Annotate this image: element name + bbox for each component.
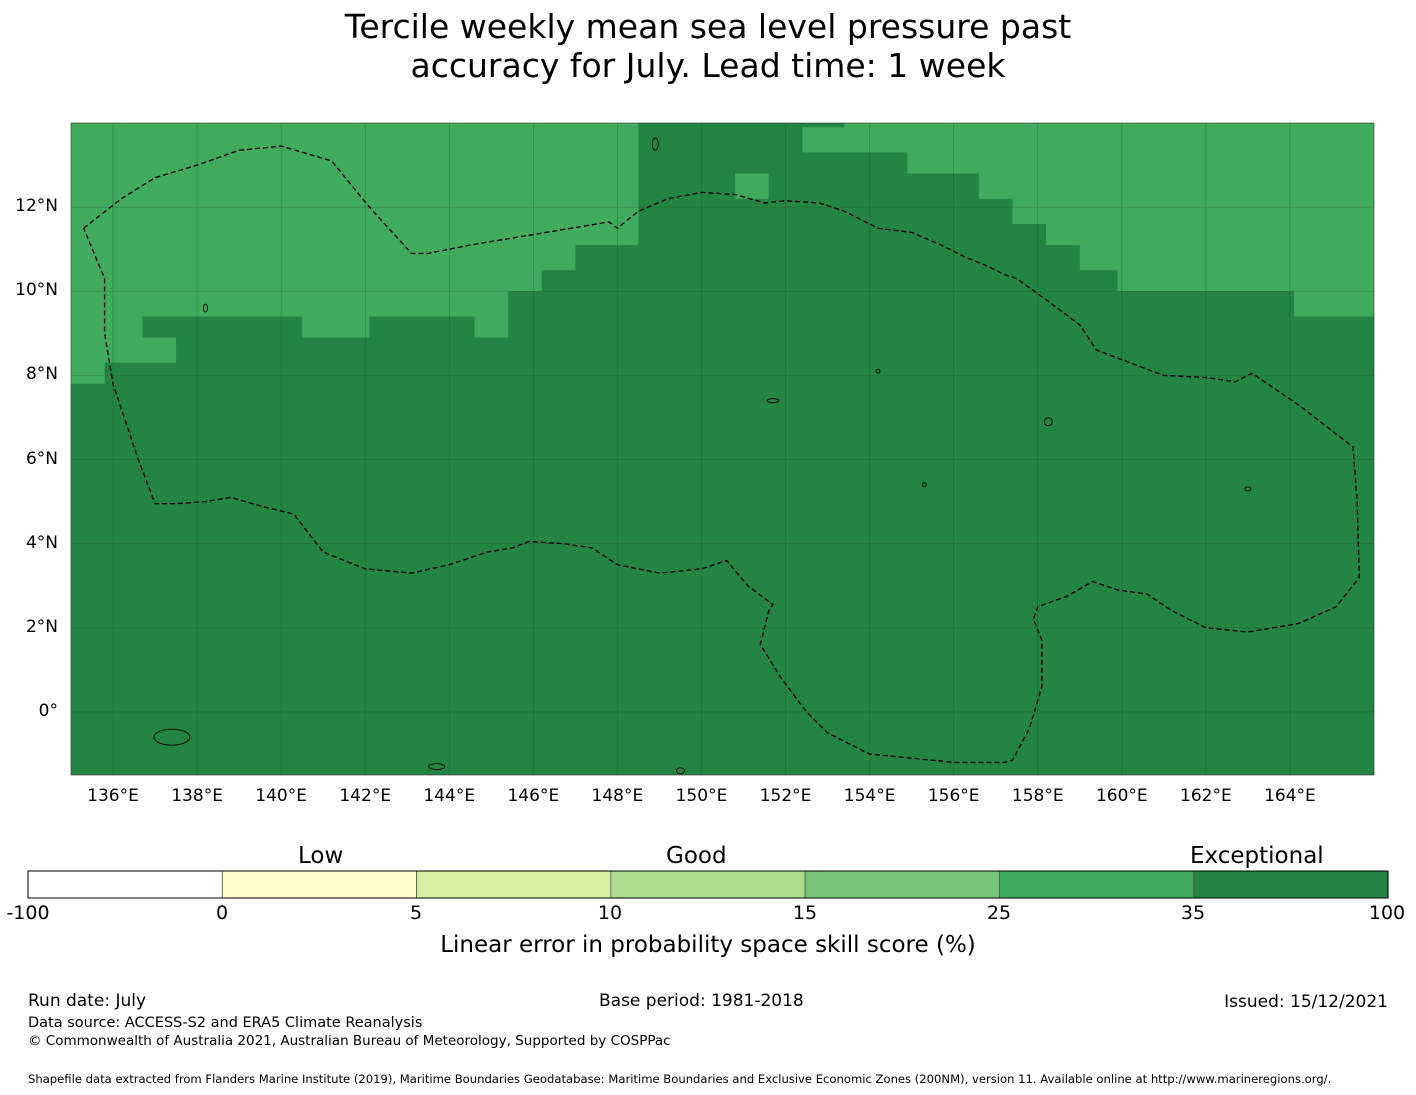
lon-label: 144°E	[423, 786, 476, 806]
skill-region-25-35	[735, 173, 769, 199]
lat-label: 10°N	[15, 280, 58, 301]
lat-label: 2°N	[25, 616, 58, 637]
lat-label: 6°N	[25, 448, 58, 469]
colorbar-segment	[1193, 870, 1389, 899]
lon-label: 152°E	[759, 786, 812, 806]
run-date: Run date: July	[28, 991, 147, 1011]
lat-label: 0°	[38, 700, 58, 721]
skill-region-25-35	[802, 123, 1374, 317]
lon-label: 160°E	[1095, 786, 1148, 806]
colorbar-frame	[27, 870, 1389, 899]
lon-label: 146°E	[507, 786, 560, 806]
colorbar-segment	[804, 870, 1000, 899]
base-period: Base period: 1981-2018	[599, 991, 804, 1011]
colorbar-segment	[27, 870, 223, 899]
lon-label: 164°E	[1264, 786, 1316, 806]
lon-label: 142°E	[339, 786, 392, 806]
colorbar-tick-label: 35	[1180, 902, 1206, 924]
colorbar-segment	[221, 870, 417, 899]
colorbar-title: Linear error in probability space skill …	[440, 932, 976, 958]
lon-label: 136°E	[87, 786, 139, 806]
colorbar-segment	[999, 870, 1195, 899]
island-outline	[921, 482, 927, 488]
colorbar-tick-label: -100	[6, 902, 50, 924]
island-outline	[676, 767, 685, 775]
copyright: © Commonwealth of Australia 2021, Austra…	[28, 1033, 671, 1049]
lon-label: 148°E	[591, 786, 644, 806]
lat-label: 8°N	[25, 364, 58, 385]
colorbar-tick-label: 10	[597, 902, 623, 924]
island-outline	[1043, 417, 1053, 427]
lon-label: 158°E	[1011, 786, 1064, 806]
lon-label: 154°E	[843, 786, 896, 806]
lon-label: 162°E	[1180, 786, 1232, 806]
island-outline	[203, 303, 208, 313]
chart-title-line-1: Tercile weekly mean sea level pressure p…	[344, 7, 1072, 46]
colorbar-tick-label: 100	[1368, 902, 1406, 924]
map-frame	[70, 122, 1375, 776]
data-source: Data source: ACCESS-S2 and ERA5 Climate …	[28, 1015, 423, 1031]
category-exceptional-label: Exceptional	[1190, 843, 1324, 869]
island-outline	[153, 728, 191, 746]
lon-label: 138°E	[171, 786, 223, 806]
colorbar-tick-label: 0	[215, 902, 229, 924]
issued-date: Issued: 15/12/2021	[1224, 992, 1388, 1012]
island-outline	[766, 398, 780, 404]
colorbar-tick-label: 15	[792, 902, 818, 924]
colorbar-tick-label: 25	[986, 902, 1012, 924]
skill-region-25-35	[71, 123, 639, 384]
island-outline	[428, 763, 446, 771]
island-outline	[1244, 486, 1252, 492]
category-good-label: Good	[666, 843, 727, 869]
island-outline	[875, 368, 881, 374]
category-low-label: Low	[298, 843, 344, 869]
lat-label: 4°N	[25, 532, 58, 553]
lon-label: 150°E	[675, 786, 728, 806]
island-outline	[651, 137, 659, 151]
chart-title-line-2: accuracy for July. Lead time: 1 week	[410, 46, 1006, 85]
colorbar-tick-label: 5	[409, 902, 423, 924]
lat-label: 12°N	[15, 196, 58, 217]
colorbar-segment	[416, 870, 612, 899]
eez-boundary-line	[82, 145, 1361, 764]
lon-label: 156°E	[927, 786, 980, 806]
colorbar-segment	[610, 870, 806, 899]
shapefile-credit: Shapefile data extracted from Flanders M…	[28, 1072, 1332, 1086]
lon-label: 140°E	[255, 786, 308, 806]
skill-region-35-100	[638, 123, 845, 128]
